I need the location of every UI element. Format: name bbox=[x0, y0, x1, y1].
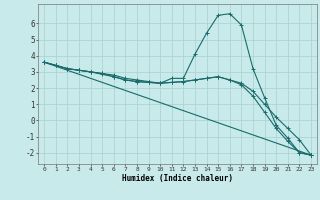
X-axis label: Humidex (Indice chaleur): Humidex (Indice chaleur) bbox=[122, 174, 233, 183]
